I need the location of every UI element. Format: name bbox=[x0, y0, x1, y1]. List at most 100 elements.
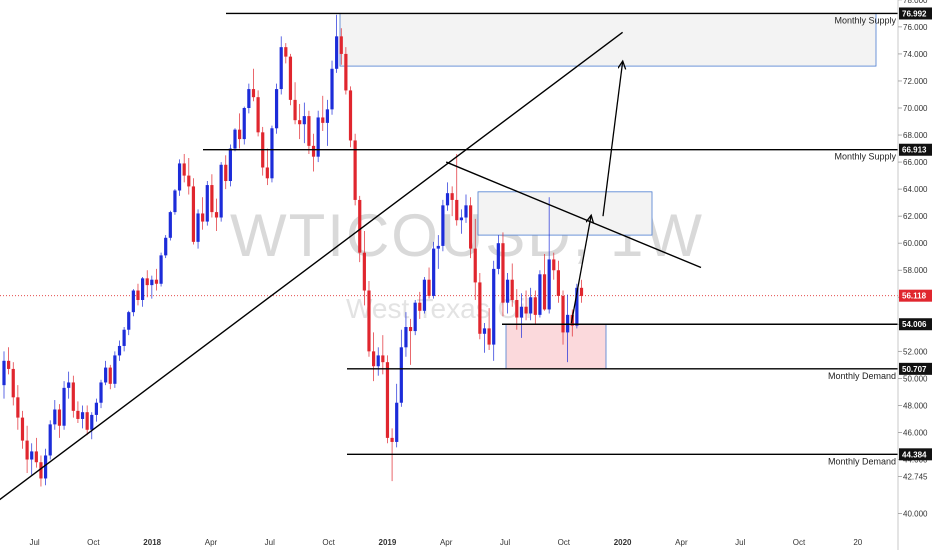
candle-body bbox=[256, 97, 260, 133]
candle bbox=[238, 113, 242, 149]
candle bbox=[367, 281, 371, 357]
candle bbox=[464, 194, 468, 223]
candle bbox=[579, 279, 584, 303]
x-tick-label: Oct bbox=[87, 538, 100, 547]
candle bbox=[519, 293, 524, 338]
candle bbox=[256, 90, 260, 137]
candle-body bbox=[399, 347, 403, 403]
candle-body bbox=[450, 193, 454, 200]
projection-arrow bbox=[602, 62, 623, 217]
candle-body bbox=[482, 328, 487, 334]
candle bbox=[510, 263, 514, 307]
candle-body bbox=[353, 140, 357, 200]
candle-body bbox=[104, 367, 108, 383]
candle-body bbox=[510, 279, 514, 300]
level-badge-background bbox=[899, 7, 932, 20]
candle bbox=[117, 340, 122, 361]
trendline bbox=[0, 31, 624, 501]
candle bbox=[538, 270, 542, 318]
y-tick-label: 72.000 bbox=[903, 77, 928, 86]
candle bbox=[344, 47, 348, 95]
candle-body bbox=[293, 99, 297, 121]
level-note: Monthly Demand bbox=[828, 371, 896, 381]
candle bbox=[482, 322, 487, 353]
trendline bbox=[445, 161, 702, 269]
candle-body bbox=[90, 414, 94, 430]
candle-body bbox=[519, 306, 524, 318]
candle-body bbox=[233, 129, 237, 149]
candle-body bbox=[62, 387, 66, 426]
current-price-badge-background bbox=[899, 289, 932, 302]
candle bbox=[445, 182, 450, 211]
candle bbox=[542, 254, 547, 311]
time-axis[interactable]: Jul Oct 2018 Apr Jul Oct 2019 Apr Jul Oct 2020 Apr J… bbox=[29, 538, 862, 547]
y-tick-label: 40.000 bbox=[903, 510, 928, 519]
y-tick-label: 52.000 bbox=[903, 347, 928, 356]
candle-body bbox=[473, 248, 477, 283]
candle-body bbox=[496, 243, 500, 269]
candle bbox=[182, 153, 186, 183]
price-axis[interactable]: 78.000 76.000 74.000 72.000 70.000 68.000 66.0… bbox=[897, 0, 932, 550]
candle-body bbox=[288, 56, 293, 100]
candle-body bbox=[533, 297, 537, 315]
candle bbox=[515, 289, 519, 330]
candle-body bbox=[173, 190, 177, 213]
candle-body bbox=[117, 345, 122, 356]
candle-body bbox=[247, 89, 251, 108]
x-tick-label: Oct bbox=[322, 538, 335, 547]
candle bbox=[288, 53, 293, 106]
candle bbox=[552, 252, 556, 280]
candle-body bbox=[385, 362, 390, 438]
candle bbox=[505, 272, 510, 314]
candle-body bbox=[108, 367, 112, 384]
candle bbox=[302, 102, 306, 144]
candle bbox=[159, 252, 163, 287]
candle bbox=[478, 272, 482, 340]
x-tick-label: Apr bbox=[440, 538, 453, 547]
candle-body bbox=[524, 306, 528, 314]
demand-zone bbox=[505, 323, 607, 370]
candle-body bbox=[552, 259, 556, 271]
candle bbox=[191, 178, 196, 245]
candle-body bbox=[311, 145, 316, 157]
candle-body bbox=[11, 368, 15, 398]
candle bbox=[67, 371, 71, 399]
candle-body bbox=[413, 302, 417, 332]
candle-body bbox=[358, 199, 362, 253]
candle bbox=[242, 106, 246, 145]
candle-body bbox=[404, 327, 408, 348]
candle-body bbox=[242, 108, 246, 140]
level-badge-background bbox=[899, 362, 932, 375]
candle-body bbox=[432, 248, 436, 296]
candle-body bbox=[43, 455, 48, 479]
candle bbox=[422, 277, 427, 314]
candle bbox=[94, 398, 98, 422]
x-tick-label: Jul bbox=[500, 538, 510, 547]
candle bbox=[251, 68, 256, 102]
candle bbox=[408, 318, 413, 365]
zones-layer bbox=[339, 13, 877, 370]
candle-body bbox=[469, 205, 473, 249]
trendlines-layer bbox=[0, 31, 702, 501]
candle bbox=[48, 420, 52, 460]
supply-zone bbox=[477, 191, 653, 236]
candle bbox=[113, 351, 117, 388]
candle bbox=[395, 383, 399, 448]
candle-body bbox=[339, 36, 343, 54]
candle-body bbox=[85, 412, 89, 430]
candle-body bbox=[367, 290, 371, 352]
candle-body bbox=[48, 424, 52, 456]
candle-body bbox=[459, 217, 463, 221]
x-tick-label: Apr bbox=[675, 538, 688, 547]
candle-body bbox=[274, 89, 279, 129]
candle bbox=[418, 291, 422, 319]
candle-body bbox=[7, 360, 11, 369]
candle bbox=[404, 312, 408, 357]
candle-body bbox=[408, 327, 413, 332]
candle bbox=[196, 209, 200, 249]
candle bbox=[316, 110, 320, 163]
candle bbox=[372, 332, 376, 382]
candle-body bbox=[20, 417, 25, 441]
candle-body bbox=[228, 148, 232, 182]
